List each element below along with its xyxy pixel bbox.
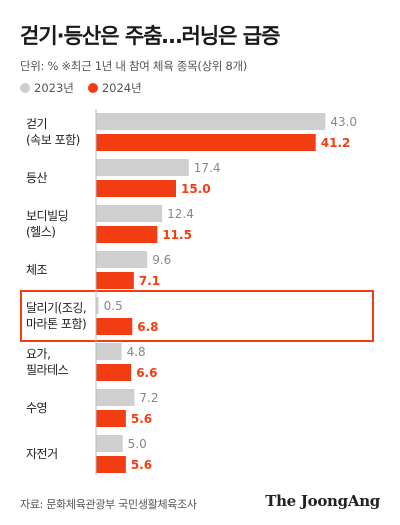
legend-item-2024: 2024년: [87, 80, 142, 96]
value-label-2024: 11.5: [162, 228, 192, 242]
value-label-2023: 12.4: [167, 207, 194, 221]
legend-label-2024: 2024년: [101, 81, 142, 95]
value-label-2024: 15.0: [181, 182, 211, 196]
bar-2024: [96, 364, 132, 381]
category-label: 보디빌딩: [26, 209, 68, 223]
value-label-2023: 9.6: [152, 253, 171, 267]
category-label: 마라톤 포함): [26, 317, 86, 331]
bar-2023: [96, 389, 135, 406]
category-label: 필라테스: [26, 363, 69, 377]
bar-2024: [96, 456, 126, 473]
value-label-2023: 0.5: [104, 299, 123, 313]
bar-2024: [96, 318, 133, 335]
value-label-2024: 41.2: [321, 136, 351, 150]
chart-subtitle: 단위: % ※최근 1년 내 참여 체육 종목(상위 8개): [20, 59, 247, 73]
value-label-2023: 4.8: [127, 345, 146, 359]
category-label: 자전거: [26, 447, 58, 461]
legend-swatch-2023: [20, 83, 30, 93]
chart-title: 걷기·등산은 주춤…러닝은 급증: [20, 24, 280, 48]
bar-2024: [96, 272, 134, 289]
category-label: 걷기: [26, 117, 47, 131]
category-label: 수영: [26, 401, 47, 415]
legend-swatch-2024: [87, 83, 98, 93]
value-label-2024: 6.6: [136, 366, 157, 380]
value-label-2023: 17.4: [194, 161, 221, 175]
bar-2023: [96, 435, 123, 452]
category-label: 등산: [26, 171, 48, 185]
bar-2023: [96, 113, 326, 130]
bar-2023: [96, 297, 99, 314]
publisher-logo: The JoongAng: [265, 492, 380, 510]
bar-2024: [96, 410, 126, 427]
highlight-box: [20, 290, 374, 342]
source-note: 자료: 문화체육관광부 국민생활체육조사: [20, 498, 197, 511]
value-label-2024: 7.1: [139, 274, 160, 288]
bar-2023: [96, 205, 163, 222]
category-label: 체조: [26, 263, 48, 277]
value-label-2023: 43.0: [330, 115, 357, 129]
bar-2023: [96, 251, 148, 268]
legend: 2023년 2024년: [20, 80, 150, 96]
bar-2023: [96, 343, 122, 360]
value-label-2024: 5.6: [131, 412, 152, 426]
value-label-2023: 5.0: [128, 437, 147, 451]
category-label: 요가,: [26, 347, 50, 361]
legend-item-2023: 2023년: [20, 80, 74, 96]
category-label: (헬스): [26, 225, 55, 239]
legend-label-2023: 2023년: [34, 81, 74, 95]
value-label-2024: 5.6: [131, 458, 152, 472]
bar-2024: [96, 134, 316, 151]
category-label: (속보 포함): [26, 133, 80, 147]
bar-2023: [96, 159, 189, 176]
bar-2024: [96, 226, 158, 243]
value-label-2024: 6.8: [137, 320, 158, 334]
value-label-2023: 7.2: [139, 391, 158, 405]
category-label: 달리기(조깅,: [26, 301, 86, 315]
bar-2024: [96, 180, 176, 197]
